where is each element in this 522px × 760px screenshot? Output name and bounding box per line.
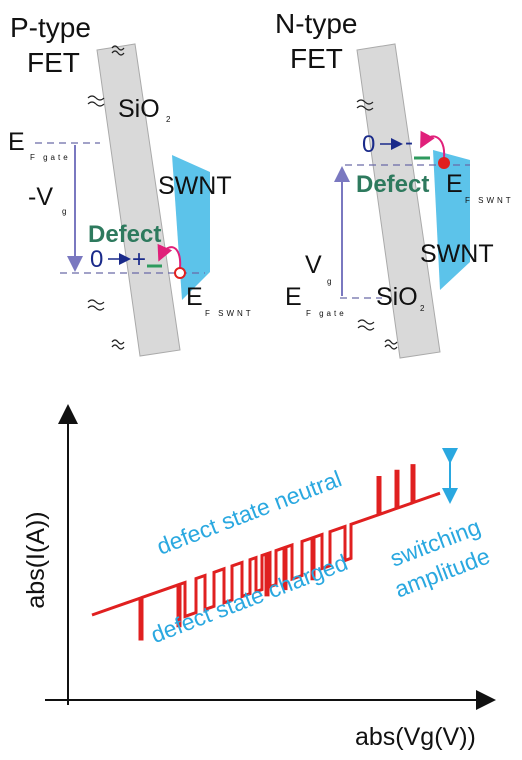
p-type-panel: P-type FET SiO 2 E F gate -V g SWNT Defe… xyxy=(8,12,254,356)
swnt-label: SWNT xyxy=(420,240,494,268)
sio2-slab xyxy=(97,44,180,356)
fermi-gate-sub: F gate xyxy=(30,153,71,162)
page: html,body{margin:0;padding:0;background:… xyxy=(0,0,522,760)
hole xyxy=(175,268,185,278)
fermi-gate-label: E xyxy=(8,128,25,156)
x-axis-label: abs(Vg(V)) xyxy=(355,723,476,751)
defect-label: Defect xyxy=(88,221,161,248)
defect-label: Defect xyxy=(356,171,429,198)
sio2-sub: 2 xyxy=(420,304,427,313)
title: N-type xyxy=(275,8,357,39)
vg-sub: g xyxy=(327,277,334,286)
neutral-label: defect state neutral xyxy=(153,465,345,559)
fermi-swnt-label: E xyxy=(186,283,203,311)
diagram: P-type FET SiO 2 E F gate -V g SWNT Defe… xyxy=(0,0,522,760)
y-axis-label: abs(I(A)) xyxy=(22,511,50,608)
fermi-gate-sub: F gate xyxy=(306,309,347,318)
fermi-swnt-sub: F SWNT xyxy=(205,309,254,318)
charge-sign: - xyxy=(405,129,413,156)
vg-label: V xyxy=(305,251,322,279)
electron xyxy=(438,157,450,169)
n-type-panel: N-type FET 0 - Defect E F SWNT V g SWNT … xyxy=(275,8,514,358)
swnt-label: SWNT xyxy=(158,172,232,200)
sio2-label: SiO xyxy=(376,283,418,311)
title: FET xyxy=(290,43,343,74)
fermi-gate-label: E xyxy=(285,283,302,311)
vg-sub: g xyxy=(62,207,69,216)
fermi-swnt-label: E xyxy=(446,170,463,198)
fermi-swnt-sub: F SWNT xyxy=(465,196,514,205)
switching-plot: abs(I(A)) abs(Vg(V)) defect state neutra… xyxy=(22,408,493,751)
vg-label: -V xyxy=(28,183,53,211)
sio2-label: SiO xyxy=(118,95,160,123)
title: P-type xyxy=(10,12,91,43)
zero-label: 0 xyxy=(90,246,103,273)
charge-sign: + xyxy=(132,246,146,273)
title: FET xyxy=(27,47,80,78)
zero-label: 0 xyxy=(362,131,375,158)
body: {"p_type":{"title":["P-type","FET"],"sio… xyxy=(0,0,522,760)
sio2-sub: 2 xyxy=(166,115,173,124)
